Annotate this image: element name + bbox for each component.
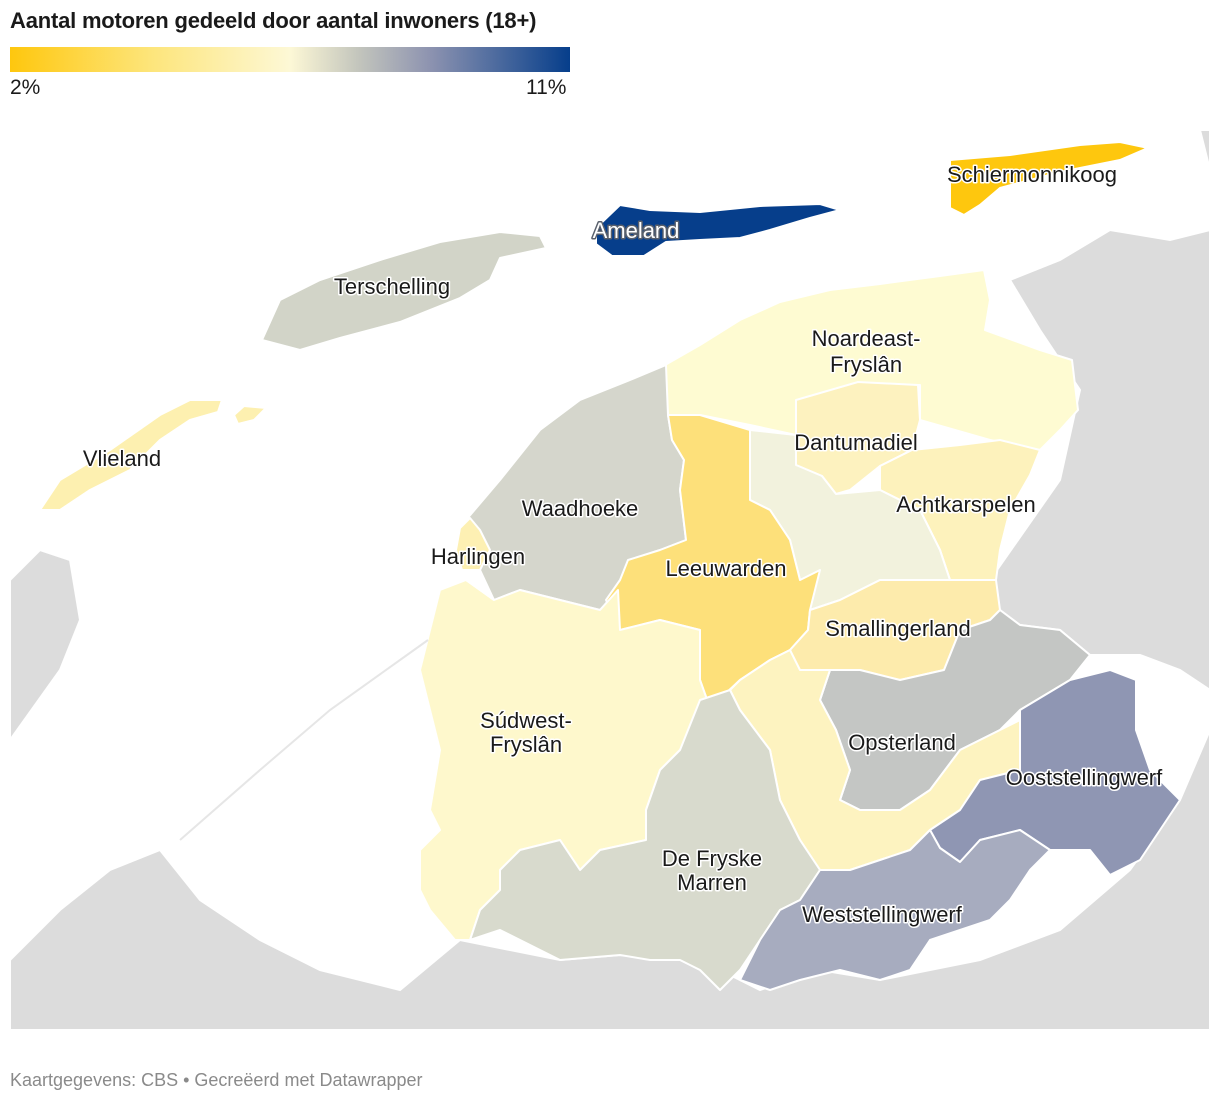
label-smallingerland: Smallingerland — [825, 616, 971, 641]
region-ameland[interactable] — [595, 203, 841, 257]
region-vlieland[interactable] — [39, 399, 223, 511]
legend-min-label: 2% — [10, 76, 41, 99]
label-opsterland: Opsterland — [848, 730, 956, 755]
region-defryske[interactable] — [469, 689, 821, 991]
label-weststellingwerf: Weststellingwerf — [802, 902, 963, 927]
region-labels: Schiermonnikoog Ameland Terschelling Vli… — [81, 161, 1164, 929]
region-ooststellingwerf[interactable] — [929, 669, 1181, 876]
label-harlingen: Harlingen — [431, 544, 525, 569]
label-dantumadiel: Dantumadiel — [794, 430, 918, 455]
region-vlieland-east[interactable] — [233, 405, 267, 425]
region-schiermonnikoog[interactable] — [949, 141, 1149, 216]
label-noardeast-line1: Noardeast- — [812, 326, 921, 351]
surrounding-land — [9, 129, 1211, 1030]
source-footer: Kaartgegevens: CBS • Gecreëerd met Dataw… — [10, 1070, 423, 1090]
label-achtkarspelen: Achtkarspelen — [896, 492, 1035, 517]
region-terschelling[interactable] — [261, 231, 547, 351]
label-noardeast-line2: Fryslân — [830, 352, 902, 377]
municipalities — [39, 141, 1181, 991]
label-vlieland: Vlieland — [83, 446, 161, 471]
afsluitdijk-line — [179, 639, 429, 841]
label-sudwest-line2: Fryslân — [490, 732, 562, 757]
label-sudwest-line1: Súdwest- — [480, 708, 572, 733]
map-title: Aantal motoren gedeeld door aantal inwon… — [10, 8, 537, 33]
label-schiermonnikoog: Schiermonnikoog — [947, 162, 1117, 187]
label-leeuwarden: Leeuwarden — [665, 556, 786, 581]
legend-max-label: 11% — [526, 76, 567, 99]
label-ooststellingwerf: Ooststellingwerf — [1006, 765, 1163, 790]
region-weststellingwerf[interactable] — [739, 829, 1051, 991]
label-defryske-line2: Marren — [677, 870, 747, 895]
label-terschelling: Terschelling — [334, 274, 450, 299]
region-harlingen[interactable] — [455, 517, 491, 571]
label-ameland: Ameland — [593, 218, 680, 243]
choropleth-map: Schiermonnikoog Ameland Terschelling Vli… — [9, 129, 1211, 1030]
label-waadhoeke: Waadhoeke — [522, 496, 639, 521]
color-legend-bar — [10, 47, 570, 72]
label-defryske-line1: De Fryske — [662, 846, 762, 871]
